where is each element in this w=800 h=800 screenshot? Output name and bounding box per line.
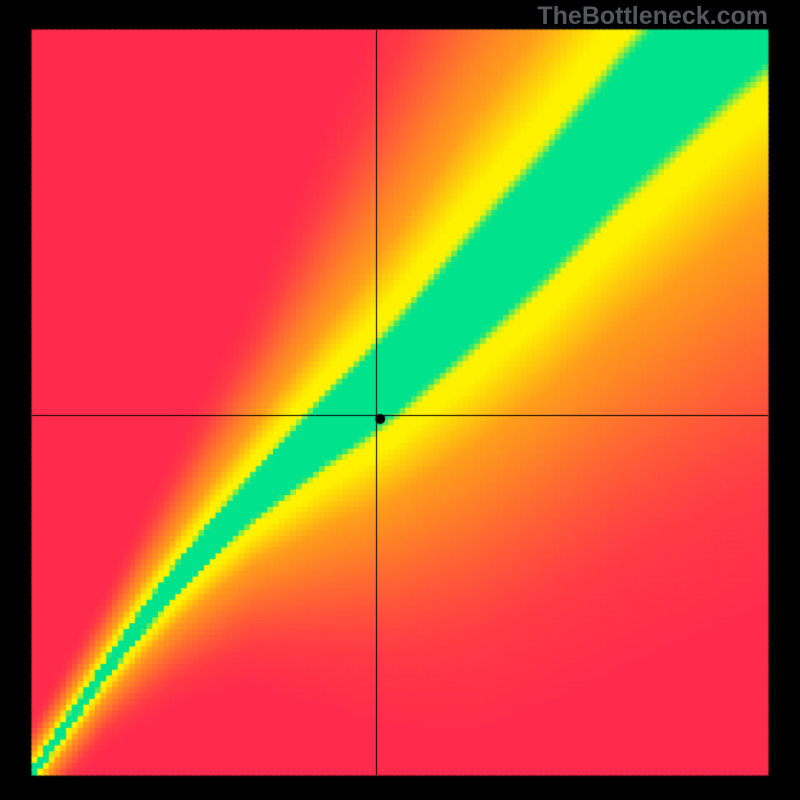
bottleneck-heatmap-canvas: [0, 0, 800, 800]
chart-container: TheBottleneck.com: [0, 0, 800, 800]
